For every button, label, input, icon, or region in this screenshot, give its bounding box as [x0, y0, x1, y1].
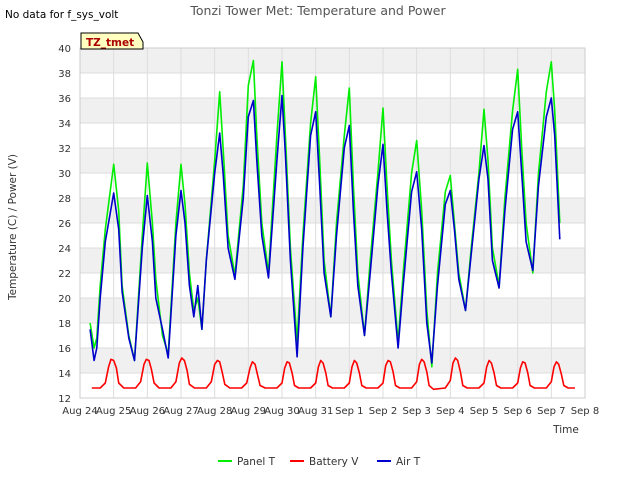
x-tick-label: Sep 7 — [537, 406, 565, 417]
x-tick-label: Aug 29 — [231, 406, 266, 417]
plot-frame — [79, 47, 586, 399]
y-tick-label: 32 — [58, 144, 71, 155]
x-tick-label: Sep 3 — [402, 406, 430, 417]
y-tick-label: 36 — [58, 94, 71, 105]
legend-label: Battery V — [309, 456, 359, 468]
y-tick-label: 40 — [58, 44, 71, 55]
legend-label: Air T — [396, 456, 421, 468]
x-tick-label: Sep 6 — [503, 406, 531, 417]
x-tick-label: Sep 2 — [369, 406, 397, 417]
x-tick-label: Aug 30 — [264, 406, 299, 417]
x-tick-label: Aug 25 — [96, 406, 131, 417]
series-line-air-t — [89, 94, 561, 364]
y-axis-label: Temperature (C) / Power (V) — [7, 154, 19, 301]
x-tick-label: Aug 27 — [163, 406, 198, 417]
site-label-box: TZ_tmet — [80, 32, 144, 50]
band — [80, 198, 585, 223]
band — [80, 98, 585, 123]
series-line-battery-v — [91, 357, 575, 391]
band — [80, 348, 585, 373]
y-tick-label: 20 — [58, 294, 71, 305]
site-label-shape — [80, 32, 144, 50]
x-tick-label: Sep 4 — [436, 406, 464, 417]
y-axis-ticks: 12 14 16 18 20 22 24 26 28 30 32 34 36 38 40 — [58, 44, 71, 405]
x-tick-label: Aug 31 — [298, 406, 333, 417]
x-tick-label: Aug 28 — [197, 406, 232, 417]
y-tick-label: 34 — [58, 119, 71, 130]
band — [80, 48, 585, 73]
y-tick-label: 16 — [58, 344, 71, 355]
y-tick-label: 26 — [58, 219, 71, 230]
x-tick-label: Sep 1 — [335, 406, 363, 417]
no-data-note: No data for f_sys_volt — [5, 9, 118, 21]
x-axis-label: Time — [552, 424, 579, 436]
x-tick-label: Sep 5 — [470, 406, 498, 417]
y-tick-label: 38 — [58, 69, 71, 80]
y-tick-label: 24 — [58, 244, 71, 255]
data-series — [89, 59, 575, 391]
legend-label: Panel T — [237, 456, 276, 468]
legend: Panel T Battery V Air T — [218, 456, 421, 468]
y-tick-label: 22 — [58, 269, 71, 280]
chart-title: Tonzi Tower Met: Temperature and Power — [189, 3, 446, 18]
y-tick-label: 28 — [58, 194, 71, 205]
y-tick-label: 12 — [58, 394, 71, 405]
y-tick-label: 30 — [58, 169, 71, 180]
band — [80, 148, 585, 173]
y-tick-label: 18 — [58, 319, 71, 330]
x-tick-label: Sep 8 — [571, 406, 599, 417]
x-tick-label: Aug 24 — [62, 406, 97, 417]
site-label-text: TZ_tmet — [86, 37, 134, 49]
y-tick-label: 14 — [58, 369, 71, 380]
x-tick-label: Aug 26 — [130, 406, 165, 417]
